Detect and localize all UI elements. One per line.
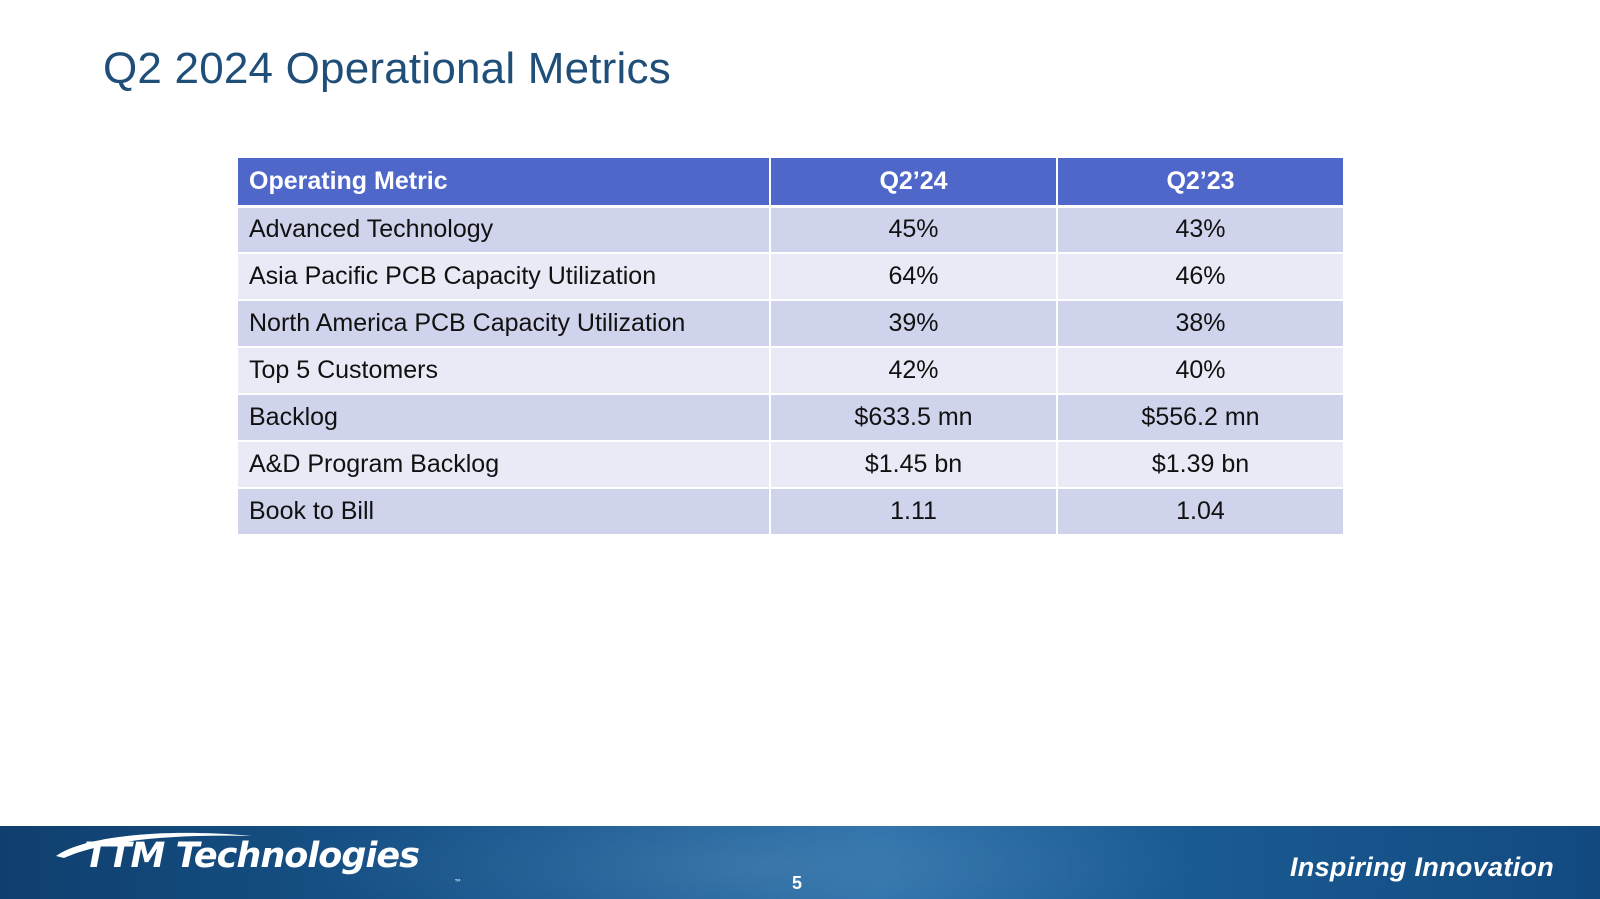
metric-name: Book to Bill: [238, 488, 771, 536]
metric-name: Asia Pacific PCB Capacity Utilization: [238, 253, 771, 301]
metrics-table: Operating Metric Q2’24 Q2’23 Advanced Te…: [238, 158, 1343, 536]
footer-bar: TTM Technologies ™: [0, 826, 1600, 899]
table-row: Advanced Technology 45% 43%: [238, 206, 1343, 254]
table-row: Book to Bill 1.11 1.04: [238, 488, 1343, 536]
table-row: Backlog $633.5 mn $556.2 mn: [238, 394, 1343, 442]
company-logo: TTM Technologies ™: [54, 826, 474, 899]
metric-name: Advanced Technology: [238, 206, 771, 254]
table-row: North America PCB Capacity Utilization 3…: [238, 300, 1343, 348]
metric-q2-23: 38%: [1057, 300, 1343, 348]
metric-q2-23: $1.39 bn: [1057, 441, 1343, 489]
metric-q2-24: 45%: [770, 206, 1058, 254]
metric-q2-23: 43%: [1057, 206, 1343, 254]
metric-q2-24: 39%: [770, 300, 1058, 348]
trademark-mark: ™: [454, 878, 462, 887]
metric-q2-23: 46%: [1057, 253, 1343, 301]
metric-q2-23: 40%: [1057, 347, 1343, 395]
metric-q2-24: 64%: [770, 253, 1058, 301]
logo-text: TTM Technologies: [84, 836, 420, 876]
logo-swoosh-icon: [56, 832, 252, 858]
metric-name: Backlog: [238, 394, 771, 442]
header-q2-24: Q2’24: [770, 158, 1058, 208]
metric-name: North America PCB Capacity Utilization: [238, 300, 771, 348]
header-q2-23: Q2’23: [1057, 158, 1343, 208]
metric-q2-24: 42%: [770, 347, 1058, 395]
table-row: A&D Program Backlog $1.45 bn $1.39 bn: [238, 441, 1343, 489]
table-row: Top 5 Customers 42% 40%: [238, 347, 1343, 395]
metric-name: A&D Program Backlog: [238, 441, 771, 489]
header-operating-metric: Operating Metric: [238, 158, 771, 208]
metric-q2-23: $556.2 mn: [1057, 394, 1343, 442]
metric-q2-23: 1.04: [1057, 488, 1343, 536]
page-number: 5: [792, 873, 803, 893]
table-header-row: Operating Metric Q2’24 Q2’23: [238, 158, 1343, 208]
metric-q2-24: $633.5 mn: [770, 394, 1058, 442]
table-row: Asia Pacific PCB Capacity Utilization 64…: [238, 253, 1343, 301]
metric-q2-24: 1.11: [770, 488, 1058, 536]
tagline: Inspiring Innovation: [1290, 852, 1554, 882]
metric-name: Top 5 Customers: [238, 347, 771, 395]
slide-title: Q2 2024 Operational Metrics: [103, 44, 671, 93]
metric-q2-24: $1.45 bn: [770, 441, 1058, 489]
